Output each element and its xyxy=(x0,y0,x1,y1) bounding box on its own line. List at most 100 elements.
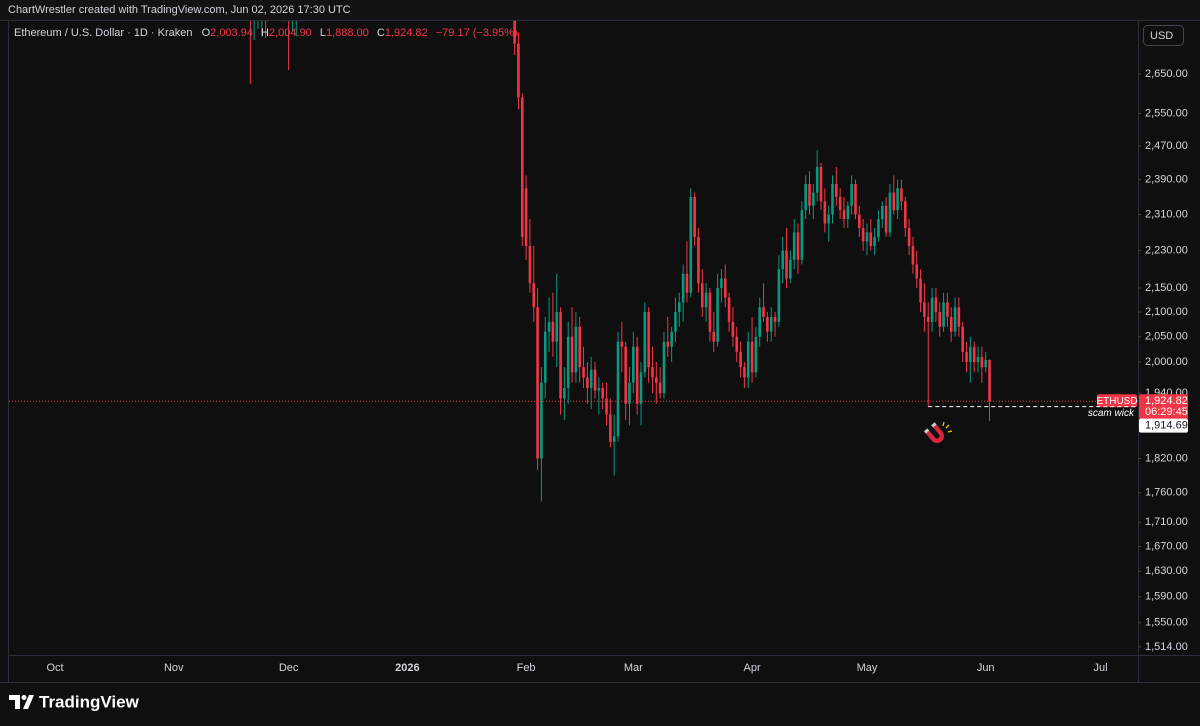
legend-value: 2,003.94 xyxy=(210,27,253,39)
candle-body xyxy=(743,367,746,378)
legend-key: O xyxy=(202,27,211,39)
candle-body xyxy=(858,214,861,228)
brand[interactable]: TradingView xyxy=(9,692,140,711)
brand-name[interactable]: TradingView xyxy=(39,692,140,711)
candle-body xyxy=(907,227,911,247)
candle-body xyxy=(838,196,842,211)
candle-body xyxy=(965,351,968,362)
candle-body xyxy=(796,232,800,260)
candle-body xyxy=(865,232,869,242)
brand-logo[interactable] xyxy=(21,695,27,700)
candle-body xyxy=(926,316,930,322)
legend-value: 1,888.00 xyxy=(326,27,369,39)
countdown: 06:29:45 xyxy=(1145,406,1188,418)
candle-body xyxy=(777,269,781,322)
candle-body xyxy=(528,246,532,284)
level-tag: 1,914.69 xyxy=(1145,420,1188,432)
candle-body xyxy=(869,232,873,247)
y-tick-label: 2,550.00 xyxy=(1145,107,1188,119)
candle-body xyxy=(632,346,635,383)
candle-body xyxy=(942,302,945,327)
brand-logo[interactable] xyxy=(9,695,20,709)
legend-key: H xyxy=(261,27,269,39)
candle-body xyxy=(846,205,850,219)
magnet-body xyxy=(925,424,944,443)
candle-body xyxy=(543,331,547,383)
candle-body xyxy=(547,321,551,332)
candle-body xyxy=(597,387,601,391)
price-tag: 1,924.82 xyxy=(1145,395,1188,407)
candle-body xyxy=(666,341,670,347)
candle-body xyxy=(804,184,807,211)
candle-body xyxy=(754,336,758,373)
legend-change: −79.17 (−3.95%) xyxy=(436,27,518,39)
candle-body xyxy=(850,184,853,206)
candle-body xyxy=(563,387,566,399)
candle-body xyxy=(731,321,735,337)
x-tick-label: Nov xyxy=(164,662,184,674)
y-tick-label: 2,050.00 xyxy=(1145,331,1188,343)
candle-body xyxy=(957,307,961,327)
candle-body xyxy=(769,316,773,332)
candle-body xyxy=(689,196,693,293)
candle-body xyxy=(720,278,723,288)
symbol-tag-box xyxy=(1097,394,1137,408)
x-tick-label: Oct xyxy=(46,662,63,674)
candle-body xyxy=(601,387,604,399)
currency-label[interactable]: USD xyxy=(1150,30,1173,42)
candle-body xyxy=(685,273,689,293)
candle-body xyxy=(566,336,570,388)
currency-button[interactable]: USD xyxy=(1143,25,1184,46)
candle-body xyxy=(766,316,769,332)
candle-body xyxy=(712,331,716,342)
x-tick-label: Apr xyxy=(743,662,760,674)
candle-body xyxy=(624,346,627,404)
candle-body xyxy=(658,382,662,394)
candle-body xyxy=(540,382,543,459)
candle-body xyxy=(643,312,647,373)
candle-body xyxy=(551,321,555,342)
candle-body xyxy=(670,331,673,347)
candle-body xyxy=(620,341,624,347)
candle-body xyxy=(831,184,834,215)
x-tick-label: May xyxy=(857,662,878,674)
candle-body xyxy=(716,287,719,342)
candle-body xyxy=(953,307,957,332)
candle-body xyxy=(835,184,838,197)
magnet-icon xyxy=(923,422,944,443)
candle-body xyxy=(651,367,654,378)
top-bar xyxy=(0,0,1200,20)
candle-body xyxy=(555,312,559,342)
currency-box[interactable] xyxy=(1143,25,1184,46)
legend-key: C xyxy=(377,27,385,39)
candle-body xyxy=(934,297,938,313)
candle-body xyxy=(892,192,896,211)
candle-body xyxy=(969,346,972,362)
y-tick-label: 1,820.00 xyxy=(1145,452,1188,464)
brand-logo[interactable] xyxy=(23,695,34,709)
candle-body xyxy=(681,273,685,303)
symbol: Ethereum / U.S. Dollar · 1D · Kraken xyxy=(14,27,193,39)
x-tick-label: Feb xyxy=(517,662,536,674)
y-tick-label: 2,390.00 xyxy=(1145,174,1188,186)
candle-body xyxy=(586,377,589,388)
candle-body xyxy=(570,336,574,373)
candle-body xyxy=(662,341,666,394)
candle-body xyxy=(616,341,620,437)
candle-body xyxy=(612,436,616,442)
x-tick-label: Jun xyxy=(977,662,995,674)
y-tick-label: 2,650.00 xyxy=(1145,68,1188,80)
candle-body xyxy=(808,184,811,206)
x-tick-label: 2026 xyxy=(395,662,419,674)
candle-body xyxy=(915,264,919,279)
candle-body xyxy=(923,302,926,317)
y-tick-label: 1,514.00 xyxy=(1145,641,1188,653)
candle-body xyxy=(517,43,520,98)
y-tick-label: 1,550.00 xyxy=(1145,617,1188,629)
candle-body xyxy=(861,227,865,242)
candle-body xyxy=(903,201,907,228)
candle-body xyxy=(785,250,788,279)
candle-body xyxy=(758,307,762,337)
candle-body xyxy=(647,312,650,368)
